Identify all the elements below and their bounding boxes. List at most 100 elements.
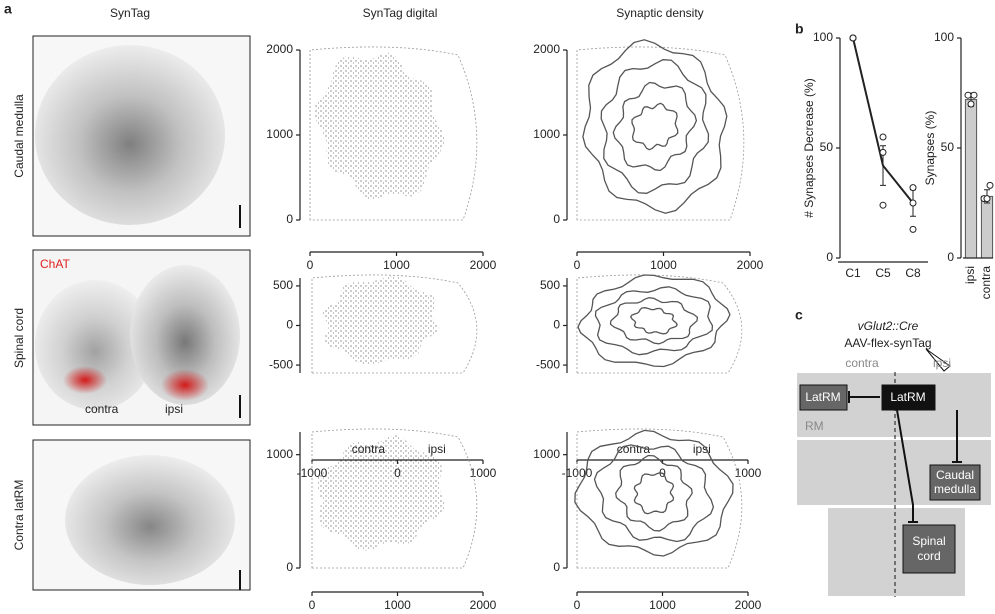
row-label: Contra latRM: [12, 480, 26, 551]
data-point: [910, 185, 916, 191]
node-label: medulla: [934, 482, 976, 496]
genotype: vGlut2::Cre: [858, 319, 919, 333]
y-tick-label: 0: [553, 560, 560, 574]
region-label: RM: [805, 419, 824, 433]
x-tick-label: 0: [574, 598, 581, 612]
x-tick-label: C5: [875, 266, 891, 280]
panel-label: b: [795, 21, 804, 37]
data-point: [971, 92, 977, 98]
x-tick-label: contra: [979, 266, 993, 300]
y-tick-label: 2000: [266, 42, 293, 56]
data-point: [880, 202, 886, 208]
bar: [965, 100, 976, 258]
x-tick-label: 0: [574, 258, 581, 272]
x-tick-label: 1000: [383, 258, 410, 272]
bar: [981, 196, 992, 258]
y-tick-label: 500: [540, 278, 560, 292]
x-tick-label: 1000: [649, 598, 676, 612]
micrograph: [33, 440, 250, 590]
panel-label: c: [795, 307, 803, 323]
row-label: Spinal cord: [12, 308, 26, 368]
data-point: [850, 35, 856, 41]
y-tick-label: 1000: [266, 127, 293, 141]
image-label: ChAT: [40, 257, 70, 271]
virus: AAV-flex-synTag: [844, 336, 931, 350]
y-tick-label: 100: [813, 30, 833, 44]
data-point: [987, 182, 993, 188]
y-tick-label: 0: [553, 212, 560, 226]
outline: [577, 275, 742, 373]
image-label: ipsi: [165, 402, 183, 416]
x-tick-label: 2000: [470, 258, 497, 272]
y-tick-label: 100: [934, 30, 954, 44]
y-tick-label: 1000: [533, 127, 560, 141]
density-contour: [596, 287, 713, 355]
x-tick-label: 1000: [384, 598, 411, 612]
synapse-cloud: [322, 276, 438, 365]
data-point: [880, 149, 886, 155]
diagram: vGlut2::Cre AAV-flex-synTag contra ipsi …: [797, 319, 991, 597]
y-axis-label: Synapses (%): [923, 111, 937, 186]
density-contour: [616, 456, 693, 531]
y-tick-label: 2000: [533, 42, 560, 56]
density-contour: [631, 308, 678, 334]
data-point: [910, 200, 916, 206]
node-label: LatRM: [805, 390, 840, 404]
y-axis-label: # Synapses Decrease (%): [802, 78, 816, 217]
synapse-cloud: [317, 435, 445, 551]
panel-label: a: [4, 1, 12, 17]
density-contour: [634, 473, 673, 514]
side-label: contra: [845, 356, 879, 370]
micrograph: ChAT contra ipsi: [33, 250, 250, 425]
density-contour: [611, 298, 698, 344]
micrograph: [33, 36, 250, 236]
x-tick-label: 2000: [735, 598, 762, 612]
x-tick-label: C1: [845, 266, 861, 280]
y-tick-label: -500: [269, 357, 293, 371]
x-tick-label: 1000: [735, 466, 762, 480]
data-point: [880, 134, 886, 140]
y-tick-label: -500: [536, 357, 560, 371]
x-tick-label: 0: [309, 598, 316, 612]
density-contour: [613, 83, 696, 171]
y-tick-label: 1000: [533, 447, 560, 461]
x-tick-label: 2000: [737, 258, 764, 272]
y-tick-label: 50: [820, 140, 834, 154]
x-tick-label: C8: [905, 266, 921, 280]
y-tick-label: 0: [286, 318, 293, 332]
y-tick-label: 1000: [266, 447, 293, 461]
outline: [577, 47, 744, 220]
density-contour: [601, 60, 708, 194]
node-label: cord: [917, 549, 940, 563]
outline: [577, 429, 742, 568]
y-tick-label: 0: [826, 250, 833, 264]
data-point: [984, 196, 990, 202]
y-tick-label: 0: [947, 250, 954, 264]
figure: a b c SynTag SynTag digital Synaptic den…: [0, 0, 995, 614]
data-point: [968, 101, 974, 107]
y-tick-label: 0: [553, 318, 560, 332]
density-contour: [632, 103, 678, 149]
image-label: contra: [85, 402, 119, 416]
y-tick-label: 50: [941, 140, 955, 154]
x-tick-label: 2000: [470, 598, 497, 612]
x-tick-label: 0: [307, 258, 314, 272]
y-tick-label: 500: [273, 278, 293, 292]
x-tick-label: 1000: [650, 258, 677, 272]
x-tick-label: 1000: [470, 466, 497, 480]
y-tick-label: 0: [286, 560, 293, 574]
node-label: Caudal: [936, 468, 974, 482]
density-contour: [578, 275, 730, 367]
column-title: SynTag: [110, 6, 150, 20]
annotation: ipsi: [428, 442, 446, 456]
y-tick-label: 0: [286, 212, 293, 226]
density-contour: [595, 445, 714, 542]
node-label: Spinal: [912, 534, 945, 548]
data-point: [910, 226, 916, 232]
side-label: ipsi: [933, 356, 951, 370]
node-label: LatRM: [890, 390, 925, 404]
synapse-cloud: [314, 53, 444, 201]
x-tick-label: ipsi: [963, 266, 977, 284]
data-point: [965, 92, 971, 98]
row-label: Caudal medulla: [12, 94, 26, 178]
